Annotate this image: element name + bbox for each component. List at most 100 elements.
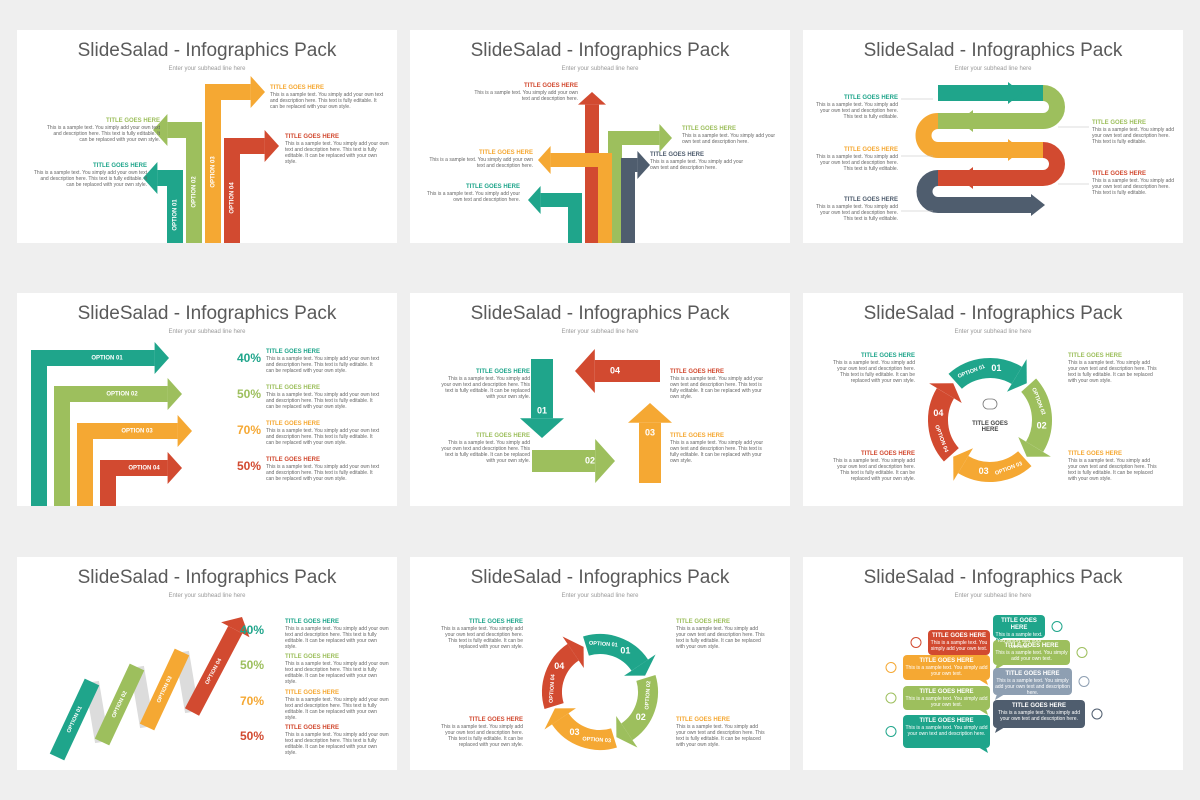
text-block: TITLE GOES HERE This is a sample text. Yo… bbox=[45, 118, 160, 143]
icon bbox=[1078, 676, 1090, 687]
ribbon-segment bbox=[49, 678, 100, 761]
speech-bubble bbox=[903, 715, 990, 748]
item-heading: TITLE GOES HERE bbox=[1092, 120, 1147, 126]
item-heading: TITLE GOES HERE bbox=[676, 619, 731, 625]
slide-subhead: Enter your subhead line here bbox=[168, 593, 246, 599]
item-text: This is a sample text. You simply add yo… bbox=[1068, 360, 1157, 385]
item-text: This is a sample text. You simply add yo… bbox=[266, 356, 380, 375]
path-turn bbox=[1042, 142, 1065, 186]
arrow-body bbox=[100, 460, 168, 506]
item-text: This is a sample text. You simply add yo… bbox=[266, 392, 380, 411]
item-text: This is a sample text. You simply add yo… bbox=[441, 376, 530, 401]
text-block: TITLE GOES HERE This is a sample text. Yo… bbox=[930, 633, 988, 652]
text-block: TITLE GOES HERE This is a sample text. Yo… bbox=[670, 433, 765, 464]
ribbon-segment bbox=[94, 663, 145, 746]
item-heading: TITLE GOES HERE bbox=[1005, 671, 1060, 677]
icon bbox=[1091, 708, 1103, 720]
path-turn bbox=[915, 113, 939, 158]
speech-bubble bbox=[903, 655, 990, 680]
text-block: TITLE GOES HERE This is a sample text. Yo… bbox=[670, 369, 765, 400]
slide: 01 02 03 04 SlideSalad - Infographics Pack En… bbox=[410, 293, 790, 506]
arrow-head bbox=[1008, 82, 1022, 104]
text-block: TITLE GOES HERE This is a sample text. Yo… bbox=[1092, 171, 1177, 196]
arrow-head bbox=[528, 186, 541, 214]
step-number: 02 bbox=[636, 712, 646, 722]
cycle-arc bbox=[542, 643, 580, 709]
option-label: OPTION 02 bbox=[644, 681, 652, 710]
step-number: 01 bbox=[620, 646, 630, 656]
slide-graphic bbox=[528, 92, 672, 243]
slide-graphic: OPTION 01 OPTION 02 OPTION 03 OPTION 04 bbox=[143, 76, 279, 243]
item-text: This is a sample text. You simply add yo… bbox=[995, 632, 1043, 651]
item-text: This is a sample text. You simply add yo… bbox=[474, 90, 578, 103]
arrow-body bbox=[608, 131, 660, 243]
arrow-head bbox=[221, 617, 250, 638]
text-block: TITLE GOES HERE This is a sample text. Yo… bbox=[995, 643, 1068, 662]
item-heading: TITLE GOES HERE bbox=[475, 369, 530, 375]
item-heading: TITLE GOES HERE bbox=[919, 658, 974, 664]
slide-title: SlideSalad - Infographics Pack bbox=[470, 40, 730, 61]
step-number: 03 bbox=[979, 466, 989, 476]
text-block: TITLE GOES HERE This is a sample text. Yo… bbox=[266, 457, 381, 482]
item-text: This is a sample text. You simply add yo… bbox=[816, 154, 898, 173]
option-label: OPTION 02 bbox=[192, 176, 198, 208]
item-heading: TITLE GOES HERE bbox=[650, 152, 705, 158]
speech-bubble bbox=[993, 640, 1070, 665]
option-label: OPTION 01 bbox=[589, 641, 618, 649]
arrow-body bbox=[224, 138, 265, 243]
center-label: TITLE GOES HERE bbox=[972, 421, 1008, 433]
slide-subhead: Enter your subhead line here bbox=[168, 66, 246, 72]
arrow-body bbox=[31, 350, 155, 506]
bubble-tail bbox=[995, 694, 1005, 700]
item-text: This is a sample text. You simply add yo… bbox=[285, 141, 389, 166]
option-label: OPTION 02 bbox=[106, 392, 138, 398]
item-heading: TITLE GOES HERE bbox=[843, 147, 898, 153]
slide-graphic: 01 02 03 04 bbox=[520, 349, 672, 483]
item-text: This is a sample text. You simply add yo… bbox=[682, 133, 776, 146]
text-block: TITLE GOES HERE This is a sample text. Yo… bbox=[1092, 120, 1177, 145]
icon bbox=[982, 398, 998, 410]
arrow-head bbox=[953, 448, 974, 481]
item-text: This is a sample text. You simply add yo… bbox=[266, 464, 380, 483]
step-number: 04 bbox=[933, 408, 943, 418]
text-block: TITLE GOES HERE This is a sample text. Yo… bbox=[813, 147, 898, 172]
arrow-head bbox=[153, 114, 168, 146]
item-heading: TITLE GOES HERE bbox=[682, 126, 737, 132]
item-heading: TITLE GOES HERE bbox=[468, 619, 523, 625]
text-block: TITLE GOES HERE This is a sample text. Yo… bbox=[995, 703, 1083, 722]
text-block: TITLE GOES HERE This is a sample text. Yo… bbox=[676, 717, 766, 748]
text-block: TITLE GOES HERE This is a sample text. Yo… bbox=[420, 184, 520, 203]
arrow-head bbox=[167, 378, 182, 410]
arrow-head bbox=[595, 439, 615, 483]
text-block: TITLE GOES HERE This is a sample text. Yo… bbox=[813, 197, 898, 222]
arrow-head bbox=[143, 162, 158, 194]
option-label: OPTION 03 bbox=[121, 429, 153, 435]
slide-title: SlideSalad - Infographics Pack bbox=[863, 303, 1123, 324]
text-block: TITLE GOES HERE This is a sample text. Yo… bbox=[32, 163, 147, 188]
item-heading: TITLE GOES HERE bbox=[1068, 353, 1123, 359]
arrow-body bbox=[205, 84, 251, 243]
item-text: This is a sample text. You simply add yo… bbox=[33, 170, 147, 189]
speech-bubble bbox=[928, 630, 990, 655]
item-heading: TITLE GOES HERE bbox=[919, 689, 974, 695]
item-heading: TITLE GOES HERE bbox=[670, 369, 725, 375]
arrow-head bbox=[575, 349, 595, 393]
item-heading: TITLE GOES HERE bbox=[478, 150, 533, 156]
item-heading: TITLE GOES HERE bbox=[843, 95, 898, 101]
cycle-arc bbox=[620, 675, 658, 741]
bubble-tail bbox=[978, 747, 988, 753]
arrow-head bbox=[929, 383, 962, 404]
text-block: TITLE GOES HERE This is a sample text. Yo… bbox=[285, 725, 390, 756]
icon bbox=[885, 726, 897, 737]
slide-title: SlideSalad - Infographics Pack bbox=[863, 40, 1123, 61]
cycle-arc bbox=[958, 450, 1032, 482]
item-text: This is a sample text. You simply add yo… bbox=[905, 696, 988, 709]
slide-title: SlideSalad - Infographics Pack bbox=[470, 567, 730, 588]
item-text: This is a sample text. You simply add yo… bbox=[676, 626, 765, 651]
text-block: TITLE GOES HERE This is a sample text. Yo… bbox=[995, 671, 1070, 696]
item-heading: TITLE GOES HERE bbox=[270, 85, 325, 91]
item-text: This is a sample text. You simply add yo… bbox=[266, 428, 380, 447]
text-block: TITLE GOES HERE This is a sample text. Yo… bbox=[650, 152, 745, 171]
arrow-body bbox=[77, 423, 178, 506]
item-text: This is a sample text. You simply add yo… bbox=[905, 725, 988, 738]
